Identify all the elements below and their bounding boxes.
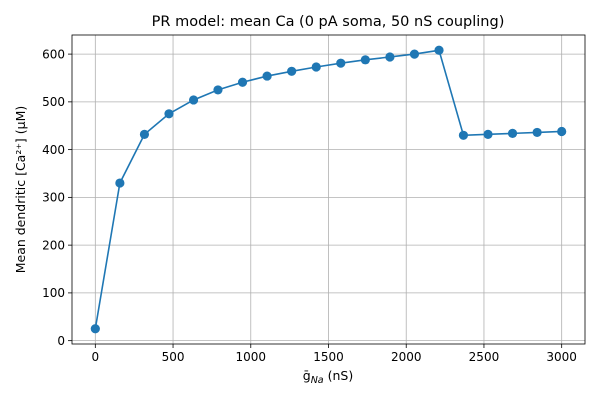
data-point [360,55,370,65]
x-axis-label-unit: (nS) [324,368,354,383]
x-tick-label: 2000 [391,350,422,364]
data-point [237,77,248,87]
x-tick-label: 2500 [469,350,500,364]
data-point [385,52,395,62]
y-tick-label: 300 [42,191,65,205]
y-tick-label: 500 [42,95,65,109]
data-point [139,129,150,139]
grid [72,35,585,344]
x-tick-label: 1500 [313,350,344,364]
data-point [164,109,174,119]
chart-title: PR model: mean Ca (0 pA soma, 50 nS coup… [152,14,505,30]
data-point [115,178,125,188]
data-point [90,324,100,334]
data-point [507,128,518,138]
data-point [434,45,444,55]
data-point [532,127,542,138]
data-point [458,130,469,140]
y-tick-label: 0 [57,334,65,348]
data-point [311,62,321,72]
y-tick-label: 600 [42,47,65,61]
data-point [262,71,272,81]
x-axis-label-sub: Na [311,375,324,386]
data-point [336,58,346,68]
x-axis-label: ḡNa (nS) [303,368,353,386]
y-tick-label: 200 [42,238,65,252]
x-tick-label: 0 [91,350,99,364]
data-point [409,49,420,59]
data-point [213,85,223,95]
x-axis-label-main: ḡ [303,368,311,383]
data-point [557,126,567,137]
y-tick-label: 400 [42,143,65,157]
plot-frame [71,34,586,345]
x-tick-label: 1000 [235,350,266,364]
x-tick-label: 3000 [546,350,577,364]
data-point [188,95,199,105]
y-axis-label: Mean dendritic [Ca²⁺] (μM) [13,106,28,274]
data-point [287,66,297,76]
series-markers [90,45,567,334]
data-point [483,129,493,139]
y-tick-label: 100 [42,286,65,300]
x-axis-ticks: 0 500 1000 1500 2000 2500 3000 [91,344,577,364]
x-tick-label: 500 [162,350,185,364]
y-axis-ticks: 0 100 200 300 400 500 600 [42,47,72,348]
